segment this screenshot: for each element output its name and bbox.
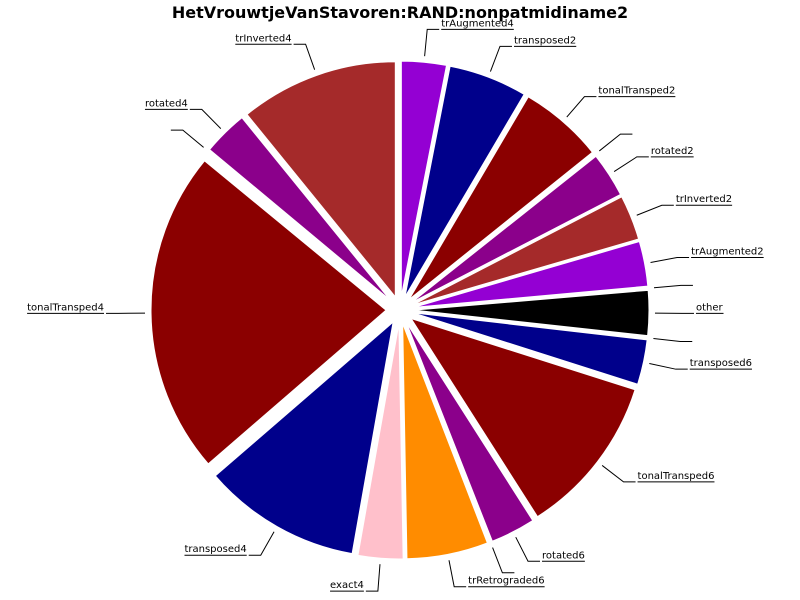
leader-line-18 xyxy=(170,129,204,148)
leader-line-10 xyxy=(649,363,688,370)
leader-line-16 xyxy=(248,531,275,556)
slice-label-10: transposed6 xyxy=(690,358,752,369)
slice-label-17: tonalTransped4 xyxy=(27,302,104,313)
pie-slice-2 xyxy=(408,96,594,300)
leader-line-12 xyxy=(515,536,541,562)
pie-slice-15 xyxy=(357,323,404,560)
leader-line-14 xyxy=(448,560,467,588)
leader-line-3 xyxy=(598,133,633,152)
slice-label-15: exact4 xyxy=(330,580,364,591)
slice-label-0: trAugmented4 xyxy=(441,18,514,29)
leader-line-15 xyxy=(365,564,381,592)
slice-label-20: trInverted4 xyxy=(235,33,291,44)
leader-line-5 xyxy=(636,204,674,216)
leader-line-1 xyxy=(489,45,512,72)
pie-slice-0 xyxy=(400,60,448,297)
slice-label-16: transposed4 xyxy=(184,544,246,555)
leader-line-20 xyxy=(293,43,316,70)
leader-line-9 xyxy=(653,337,693,342)
leader-line-6 xyxy=(650,256,690,264)
leader-line-7 xyxy=(653,284,693,289)
leader-line-2 xyxy=(566,96,597,118)
leader-line-19 xyxy=(189,108,222,129)
slice-label-2: tonalTransped2 xyxy=(598,86,675,97)
pie-slice-19 xyxy=(208,117,391,301)
slice-label-5: trInverted2 xyxy=(676,194,732,205)
slice-label-14: trRetrograded6 xyxy=(468,576,544,587)
slice-label-11: tonalTransped6 xyxy=(638,471,715,482)
pie-slice-11 xyxy=(409,317,636,518)
pie-slice-8 xyxy=(413,289,650,337)
pie-slice-20 xyxy=(246,61,396,299)
slice-label-6: trAugmented2 xyxy=(691,246,764,257)
slice-label-4: rotated2 xyxy=(651,146,694,157)
pie-slice-1 xyxy=(404,65,525,298)
pie-slice-4 xyxy=(411,155,622,303)
slice-label-1: transposed2 xyxy=(514,35,576,46)
leader-line-13 xyxy=(492,547,515,574)
pie-slice-5 xyxy=(412,196,640,306)
slices-layer xyxy=(150,60,650,560)
leader-line-4 xyxy=(613,156,649,172)
pie-slice-12 xyxy=(405,322,534,542)
slice-label-8: other xyxy=(696,302,724,313)
leader-line-0 xyxy=(424,28,440,57)
pie-slice-10 xyxy=(413,312,648,385)
leader-line-11 xyxy=(601,465,636,483)
pie-slice-6 xyxy=(413,240,649,308)
chart-title: HetVrouwtjeVanStavoren:RAND:nonpatmidina… xyxy=(171,3,629,22)
pie-slice-17 xyxy=(150,160,387,465)
slice-label-19: rotated4 xyxy=(145,98,188,109)
pie-slice-16 xyxy=(214,320,394,555)
pie-slice-14 xyxy=(402,323,488,560)
slice-label-12: rotated6 xyxy=(542,550,585,561)
